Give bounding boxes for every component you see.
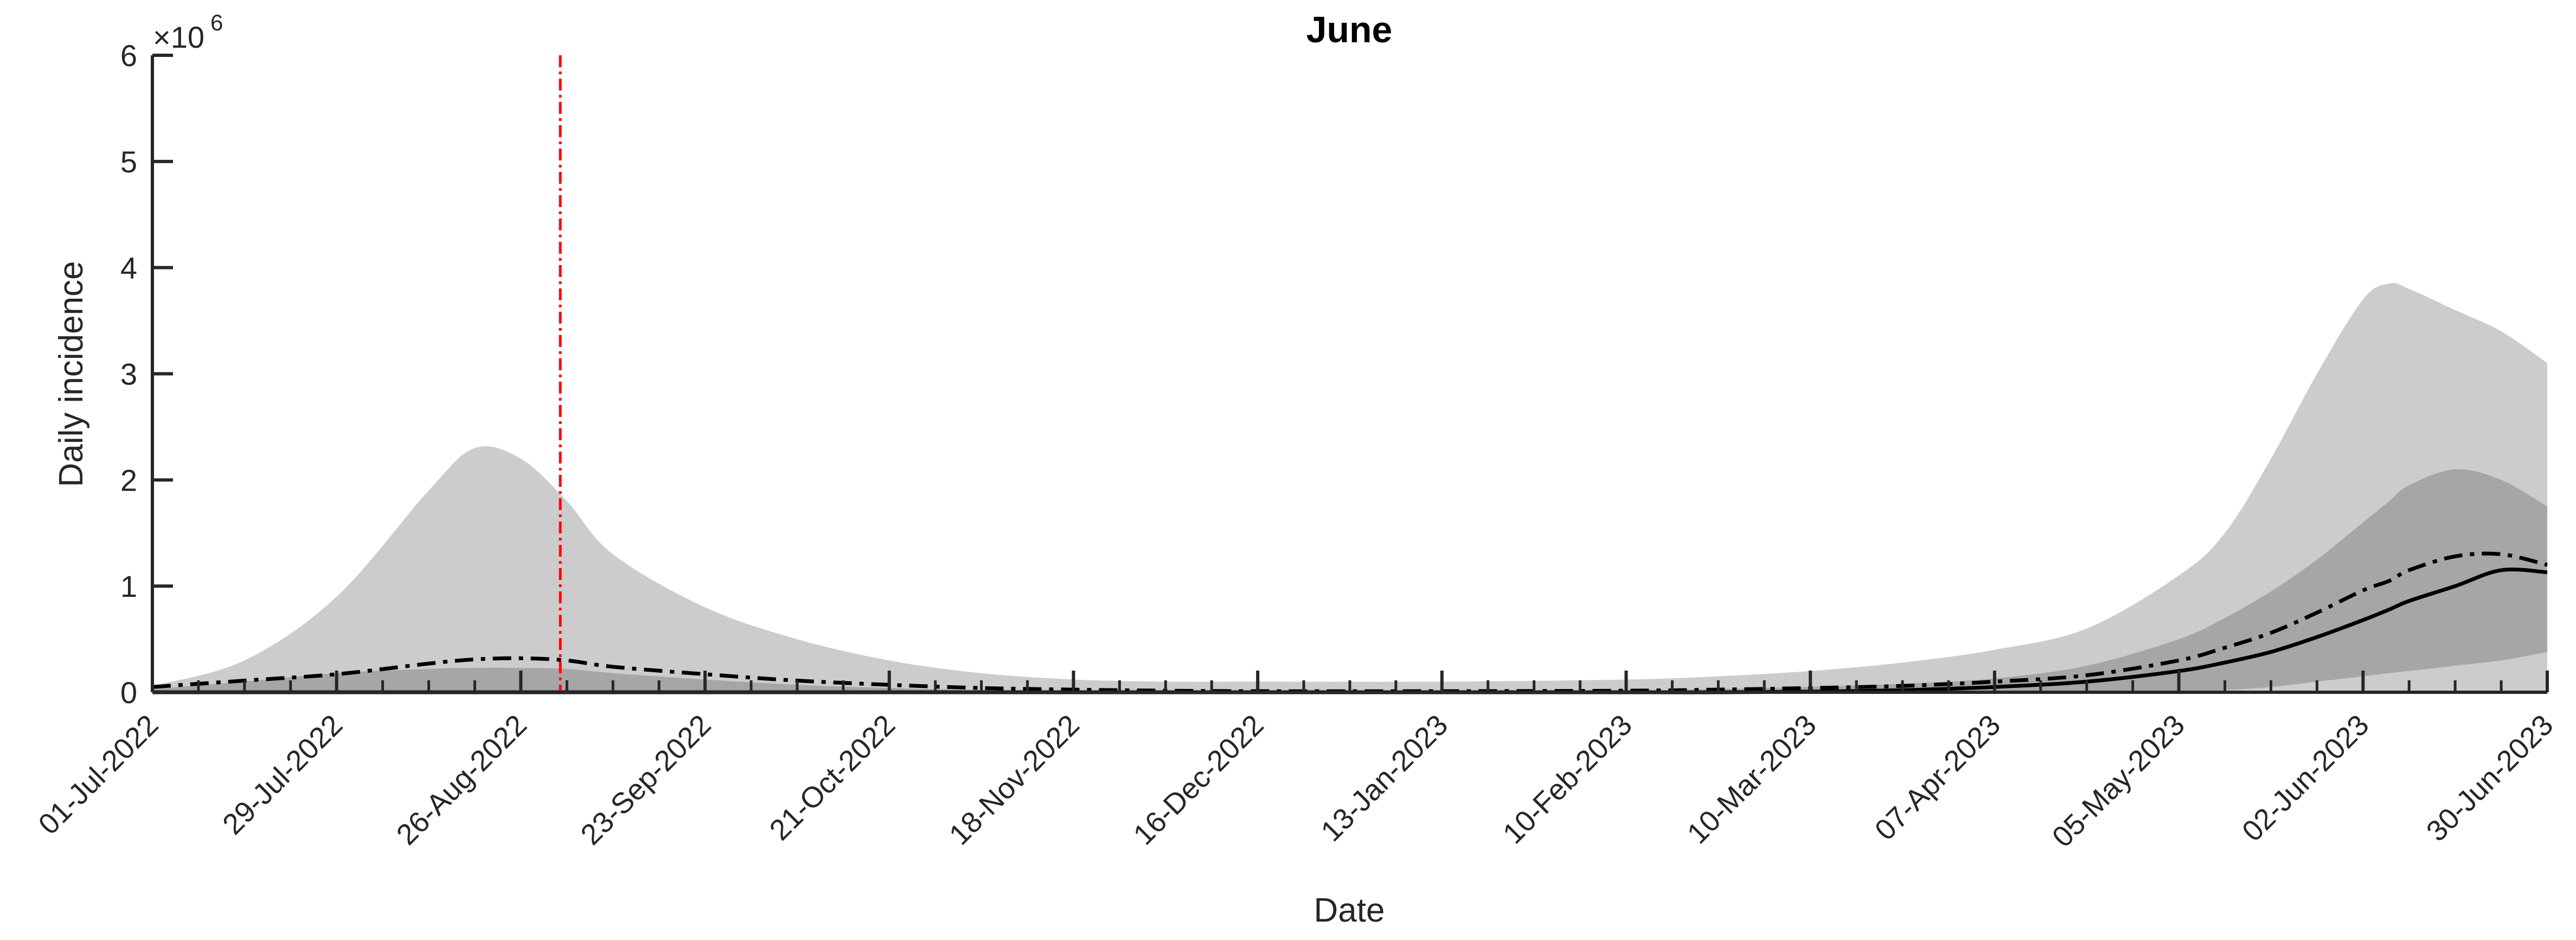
- y-axis-title: Daily incidence: [53, 261, 90, 487]
- x-tick-label: 10-Feb-2023: [1497, 709, 1638, 850]
- x-tick-label: 23-Sep-2022: [574, 709, 717, 851]
- y-tick-label: 5: [120, 145, 137, 179]
- tick-labels: 0 1 2 3 4 5 6 01-Jul-2022 29-Jul-2022 26-Aug-2022…: [32, 38, 2559, 853]
- uncertainty-band-2: [152, 469, 2547, 693]
- chart-title: June: [1306, 9, 1393, 50]
- x-axis-title: Date: [1314, 892, 1385, 929]
- y-tick-label: 2: [120, 463, 137, 497]
- x-tick-label: 21-Oct-2022: [764, 709, 902, 847]
- x-tick-label: 30-Jun-2023: [2420, 709, 2560, 848]
- y-tick-label: 4: [120, 251, 137, 285]
- x-tick-label: 26-Aug-2022: [390, 709, 533, 851]
- x-tick-label: 29-Jul-2022: [216, 709, 349, 841]
- uncertainty-band-1: [152, 283, 2547, 692]
- tick-marks: [151, 54, 2549, 694]
- y-tick-label: 1: [120, 569, 137, 603]
- x-tick-label: 07-Apr-2023: [1869, 709, 2007, 847]
- y-exponent-power: 6: [210, 10, 223, 35]
- plot-area: [152, 55, 2548, 694]
- y-tick-label: 0: [120, 675, 137, 710]
- x-tick-label: 18-Nov-2022: [943, 709, 1086, 851]
- y-exponent-label: ×10: [153, 20, 204, 54]
- x-tick-label: 10-Mar-2023: [1681, 709, 1823, 850]
- x-tick-label: 01-Jul-2022: [32, 709, 164, 841]
- x-tick-label: 13-Jan-2023: [1315, 709, 1454, 848]
- y-tick-label: 6: [120, 38, 137, 73]
- x-tick-label: 02-Jun-2023: [2236, 709, 2375, 848]
- x-tick-label: 05-May-2023: [2046, 709, 2191, 853]
- y-tick-label: 3: [120, 357, 137, 391]
- x-tick-label: 16-Dec-2022: [1127, 709, 1270, 851]
